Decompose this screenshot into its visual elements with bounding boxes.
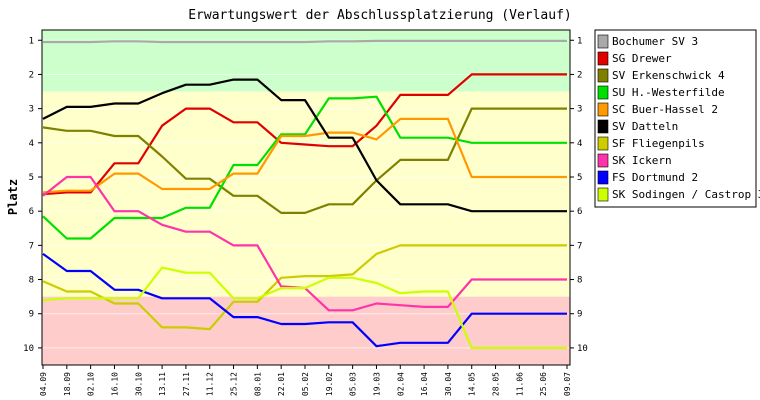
legend-label: FS Dortmund 2: [612, 171, 698, 184]
xtick-label: 30.04: [444, 372, 453, 396]
legend-label: SV Datteln: [612, 120, 678, 133]
ytick-label-right: 4: [577, 139, 582, 149]
xtick-label: 28.05: [492, 372, 501, 396]
xtick-label: 22.01: [277, 372, 286, 396]
series-line-6: [42, 244, 567, 331]
ytick-label-left: 2: [29, 70, 34, 80]
xtick-label: 18.09: [63, 372, 72, 396]
ytick-label-left: 6: [29, 207, 34, 217]
y-ticks-left: 1 2 3 4 5 6 7 8 9 10: [23, 36, 42, 354]
y-ticks-right: 1 2 3 4 5 6 7 8 9 10: [570, 36, 588, 354]
xtick-label: 04.09: [39, 372, 48, 396]
series-line-4: [42, 117, 567, 194]
ytick-label-right: 9: [577, 310, 582, 320]
ytick-label-left: 3: [29, 105, 34, 115]
xtick-label: 25.06: [539, 372, 548, 396]
xtick-label: 19.03: [373, 372, 382, 396]
legend: Bochumer SV 3 SG Drewer SV Erkenschwick 4 S…: [594, 29, 760, 208]
legend-label: SC Buer-Hassel 2: [612, 103, 718, 116]
xtick-label: 11.12: [206, 372, 215, 396]
x-ticks: 04.09 18.09 02.10 16.10 30.10 13.11 27.11 11.12…: [39, 365, 572, 396]
ytick-label-right: 5: [577, 173, 582, 183]
legend-label: SG Drewer: [612, 52, 672, 65]
xtick-label: 02.04: [396, 372, 405, 396]
series-line-5: [42, 78, 567, 213]
legend-swatch: [597, 170, 609, 185]
series-line-3: [42, 95, 567, 240]
series-line-1: [42, 73, 567, 196]
legend-swatch: [597, 102, 609, 117]
y-axis-label: Platz: [6, 179, 20, 215]
chart-title: Erwartungswert der Abschlussplatzierung …: [188, 8, 572, 23]
series-line-0: [43, 39, 567, 44]
series-line-8: [42, 253, 567, 348]
xtick-label: 09.07: [563, 372, 572, 396]
xtick-label: 13.11: [158, 372, 167, 396]
ytick-label-left: 7: [29, 241, 34, 251]
legend-box: [594, 29, 757, 208]
legend-label: SV Erkenschwick 4: [612, 69, 725, 82]
legend-swatch: [597, 85, 609, 100]
ytick-label-left: 1: [29, 36, 34, 46]
legend-swatch: [597, 119, 609, 134]
xtick-label: 08.01: [253, 372, 262, 396]
xtick-label: 16.04: [420, 372, 429, 396]
xtick-label: 16.10: [111, 372, 120, 396]
xtick-label: 27.11: [182, 372, 191, 396]
legend-label: Bochumer SV 3: [612, 35, 698, 48]
ytick-label-left: 5: [29, 173, 34, 183]
band-2: [42, 296, 570, 365]
legend-swatch: [597, 153, 609, 168]
series-lines: [42, 39, 567, 349]
ytick-label-left: 10: [23, 344, 34, 354]
ytick-label-right: 7: [577, 241, 582, 251]
xtick-label: 11.06: [515, 372, 524, 396]
series-line-2: [42, 107, 567, 214]
ytick-label-right: 6: [577, 207, 582, 217]
xtick-label: 30.10: [134, 372, 143, 396]
legend-swatch: [597, 68, 609, 83]
legend-swatch: [597, 51, 609, 66]
xtick-label: 05.03: [349, 372, 358, 396]
xtick-label: 05.02: [301, 372, 310, 396]
plot-frame: [41, 29, 571, 366]
xtick-label: 02.10: [87, 372, 96, 396]
legend-swatch: [597, 34, 609, 49]
xtick-label: 25.12: [230, 372, 239, 396]
xtick-label: 19.02: [325, 372, 334, 396]
ytick-label-left: 9: [29, 310, 34, 320]
band-0: [42, 30, 570, 92]
band-1: [42, 91, 570, 297]
legend-label: SF Fliegenpils: [612, 137, 705, 150]
legend-swatch: [597, 187, 609, 202]
ytick-label-left: 4: [29, 139, 34, 149]
ytick-label-right: 10: [577, 344, 588, 354]
legend-label: SK Ickern: [612, 154, 672, 167]
ytick-label-right: 2: [577, 70, 582, 80]
ytick-label-left: 8: [29, 276, 34, 286]
series-line-9: [42, 266, 567, 349]
ytick-label-right: 1: [577, 36, 582, 46]
ytick-label-right: 8: [577, 276, 582, 286]
ytick-label-right: 3: [577, 105, 582, 115]
xtick-label: 14.05: [468, 372, 477, 396]
legend-label: SK Sodingen / Castrop 3: [612, 188, 760, 201]
legend-swatch: [597, 136, 609, 151]
legend-label: SU H.-Westerfilde: [612, 86, 725, 99]
